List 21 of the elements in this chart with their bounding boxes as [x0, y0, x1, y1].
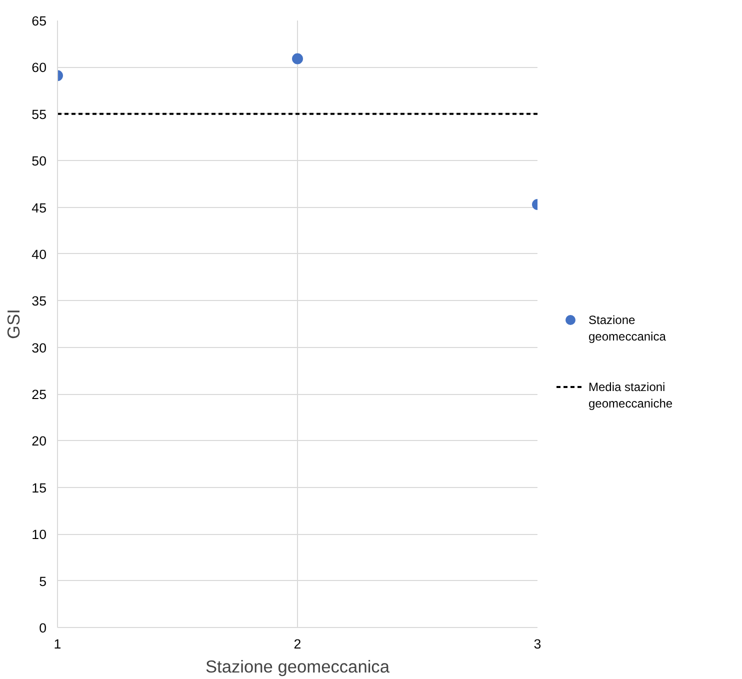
y-tick-label: 45	[32, 200, 47, 216]
y-tick-label: 20	[32, 434, 47, 449]
y-tick-label: 10	[32, 527, 47, 542]
y-tick-label: 25	[32, 387, 47, 402]
y-tick-label: 60	[32, 60, 47, 76]
y-tick-label: 15	[32, 480, 47, 496]
y-tick-label: 5	[39, 574, 47, 589]
y-tick-label: 55	[32, 106, 47, 122]
y-tick-label: 35	[32, 294, 47, 309]
x-tick-label: 2	[294, 636, 302, 652]
legend-label: Stazione geomeccanica	[588, 312, 666, 344]
x-axis-title: Stazione geomeccanica	[206, 656, 390, 676]
y-tick-label: 30	[32, 340, 47, 356]
y-tick-label: 40	[32, 246, 47, 262]
y-axis-title: GSI	[4, 309, 24, 339]
y-tick-label: 0	[39, 620, 47, 636]
y-tick-label: 65	[32, 14, 47, 28]
x-tick-label: 1	[54, 636, 62, 652]
y-tick-label: 50	[32, 154, 47, 169]
x-tick-label: 3	[534, 636, 542, 652]
legend-label: Media stazioni geomeccaniche	[588, 380, 673, 411]
